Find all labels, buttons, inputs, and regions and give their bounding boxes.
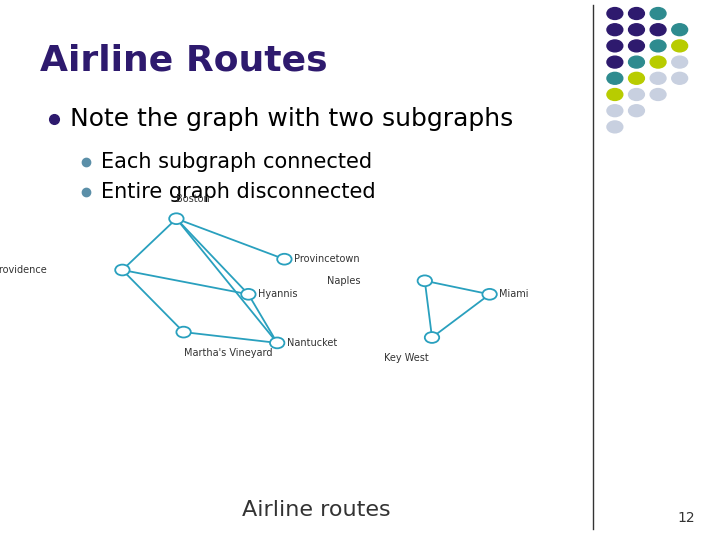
Circle shape bbox=[629, 56, 644, 68]
Text: Naples: Naples bbox=[326, 276, 360, 286]
Circle shape bbox=[629, 24, 644, 36]
Text: Airline Routes: Airline Routes bbox=[40, 43, 327, 77]
Circle shape bbox=[650, 8, 666, 19]
Circle shape bbox=[672, 40, 688, 52]
Circle shape bbox=[418, 275, 432, 286]
Text: 12: 12 bbox=[678, 511, 695, 525]
Text: Key West: Key West bbox=[384, 353, 428, 363]
Text: Provincetown: Provincetown bbox=[294, 254, 360, 264]
Circle shape bbox=[482, 289, 497, 300]
Circle shape bbox=[169, 213, 184, 224]
Circle shape bbox=[650, 40, 666, 52]
Circle shape bbox=[607, 40, 623, 52]
Circle shape bbox=[650, 56, 666, 68]
Circle shape bbox=[607, 121, 623, 133]
Circle shape bbox=[607, 72, 623, 84]
Circle shape bbox=[607, 24, 623, 36]
Text: Providence: Providence bbox=[0, 265, 47, 275]
Text: Nantucket: Nantucket bbox=[287, 338, 338, 348]
Circle shape bbox=[629, 40, 644, 52]
Circle shape bbox=[607, 8, 623, 19]
Circle shape bbox=[115, 265, 130, 275]
Text: Hyannis: Hyannis bbox=[258, 289, 298, 299]
Text: Entire graph disconnected: Entire graph disconnected bbox=[101, 181, 375, 202]
Circle shape bbox=[629, 89, 644, 100]
Circle shape bbox=[607, 105, 623, 117]
Circle shape bbox=[629, 72, 644, 84]
Circle shape bbox=[629, 8, 644, 19]
Circle shape bbox=[650, 24, 666, 36]
Circle shape bbox=[425, 332, 439, 343]
Text: Miami: Miami bbox=[499, 289, 528, 299]
Text: Martha's Vineyard: Martha's Vineyard bbox=[184, 348, 272, 359]
Circle shape bbox=[672, 56, 688, 68]
Text: Note the graph with two subgraphs: Note the graph with two subgraphs bbox=[70, 107, 513, 131]
Circle shape bbox=[607, 56, 623, 68]
Circle shape bbox=[607, 89, 623, 100]
Circle shape bbox=[241, 289, 256, 300]
Circle shape bbox=[650, 72, 666, 84]
Circle shape bbox=[270, 338, 284, 348]
Circle shape bbox=[672, 24, 688, 36]
Circle shape bbox=[277, 254, 292, 265]
Circle shape bbox=[629, 105, 644, 117]
Text: Airline routes: Airline routes bbox=[243, 500, 391, 521]
Text: Each subgraph connected: Each subgraph connected bbox=[101, 152, 372, 172]
Circle shape bbox=[672, 72, 688, 84]
Text: Boston: Boston bbox=[176, 193, 210, 204]
Circle shape bbox=[176, 327, 191, 338]
Circle shape bbox=[650, 89, 666, 100]
